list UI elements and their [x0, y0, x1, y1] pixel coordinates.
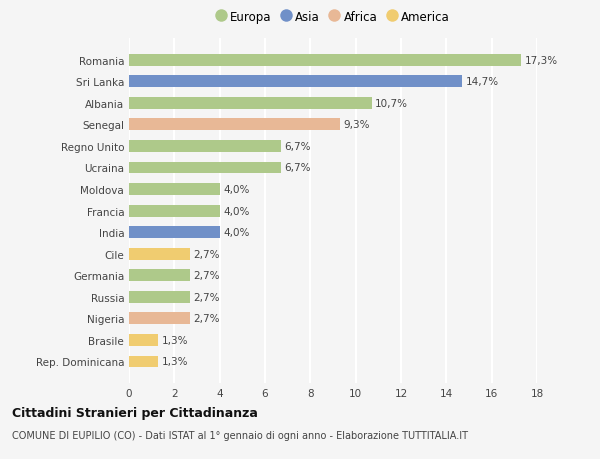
Bar	[129, 248, 190, 260]
Bar	[129, 334, 158, 346]
Text: 2,7%: 2,7%	[194, 249, 220, 259]
Bar	[129, 270, 190, 281]
Text: 6,7%: 6,7%	[284, 142, 311, 151]
Text: 17,3%: 17,3%	[524, 56, 557, 66]
Bar	[129, 119, 340, 131]
Text: 4,0%: 4,0%	[223, 206, 250, 216]
Bar	[129, 98, 371, 110]
Legend: Europa, Asia, Africa, America: Europa, Asia, Africa, America	[216, 11, 450, 23]
Text: 2,7%: 2,7%	[194, 313, 220, 324]
Bar	[129, 76, 462, 88]
Text: 2,7%: 2,7%	[194, 271, 220, 280]
Text: 4,0%: 4,0%	[223, 228, 250, 238]
Bar	[129, 141, 281, 152]
Text: 10,7%: 10,7%	[375, 99, 408, 109]
Bar	[129, 227, 220, 239]
Text: 1,3%: 1,3%	[162, 335, 188, 345]
Bar	[129, 313, 190, 325]
Text: Cittadini Stranieri per Cittadinanza: Cittadini Stranieri per Cittadinanza	[12, 406, 258, 419]
Bar	[129, 184, 220, 196]
Text: 14,7%: 14,7%	[466, 77, 499, 87]
Bar	[129, 205, 220, 217]
Text: 9,3%: 9,3%	[343, 120, 370, 130]
Text: 4,0%: 4,0%	[223, 185, 250, 195]
Text: COMUNE DI EUPILIO (CO) - Dati ISTAT al 1° gennaio di ogni anno - Elaborazione TU: COMUNE DI EUPILIO (CO) - Dati ISTAT al 1…	[12, 430, 468, 440]
Text: 1,3%: 1,3%	[162, 357, 188, 367]
Bar	[129, 55, 521, 67]
Text: 2,7%: 2,7%	[194, 292, 220, 302]
Text: 6,7%: 6,7%	[284, 163, 311, 173]
Bar	[129, 291, 190, 303]
Bar	[129, 162, 281, 174]
Bar	[129, 356, 158, 368]
